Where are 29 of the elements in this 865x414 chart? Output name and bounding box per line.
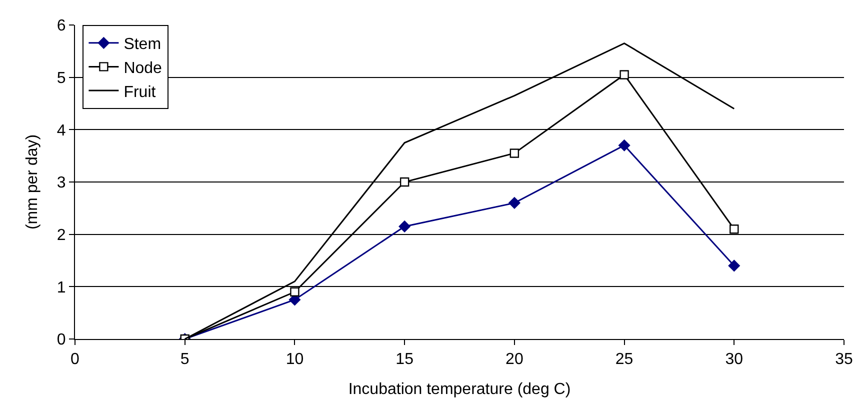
x-tick-label: 5 [180, 351, 190, 368]
x-tick-label: 0 [70, 351, 80, 368]
y-tick-label: 0 [56, 332, 66, 349]
x-tick-label: 15 [396, 351, 414, 368]
point [620, 70, 629, 80]
x-tick-label: 10 [286, 351, 304, 368]
point [728, 260, 740, 272]
x-tick-label: 35 [835, 351, 853, 368]
x-tick-label: 20 [506, 351, 524, 368]
y-tick-label: 6 [56, 18, 66, 35]
point [618, 140, 630, 152]
y-tick-label: 1 [56, 279, 66, 296]
legend-label: Fruit [124, 84, 156, 101]
point [400, 177, 410, 187]
legend-label: Node [124, 60, 162, 77]
x-axis-title: Incubation temperature (deg C) [348, 380, 571, 398]
x-tick-label: 25 [615, 351, 634, 368]
point [290, 287, 300, 296]
y-axis-title: (mm per day) [24, 134, 41, 230]
point [508, 197, 520, 209]
point [510, 148, 520, 158]
point [730, 224, 739, 234]
y-tick-label: 5 [56, 70, 66, 87]
legend-label: Stem [124, 36, 162, 54]
y-tick-label: 3 [56, 174, 66, 192]
y-tick-label: 4 [56, 122, 66, 140]
point [398, 220, 410, 232]
y-tick-label: 2 [56, 226, 66, 244]
x-tick-label: 30 [725, 351, 744, 368]
